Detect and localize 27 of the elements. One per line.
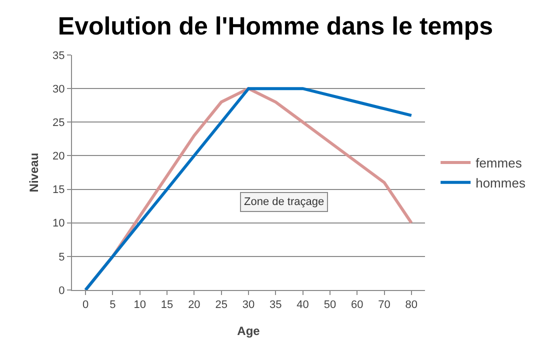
y-tick-label: 15 xyxy=(52,184,65,196)
y-tick-label: 5 xyxy=(58,251,65,264)
x-tick-label: 10 xyxy=(134,299,146,312)
y-tick-label: 10 xyxy=(52,218,65,230)
y-tick-label: 30 xyxy=(52,83,65,96)
chart-title: Evolution de l'Homme dans le temps xyxy=(58,12,494,40)
x-tick-label: 60 xyxy=(350,299,364,312)
x-axis-title: Age xyxy=(237,324,260,338)
legend-label: hommes xyxy=(476,175,526,190)
x-tick-label: 15 xyxy=(160,299,174,312)
y-tick-label: 20 xyxy=(52,150,65,163)
y-tick-label: 0 xyxy=(58,284,65,297)
y-tick-label: 25 xyxy=(52,116,65,129)
annotation: Zone de traçage xyxy=(244,196,324,208)
legend-label: femmes xyxy=(476,156,522,171)
x-tick-label: 25 xyxy=(215,299,228,312)
x-tick-label: 20 xyxy=(188,299,200,312)
x-tick-label: 70 xyxy=(378,299,390,312)
y-axis-title: Niveau xyxy=(27,152,41,192)
x-tick-label: 80 xyxy=(405,299,418,312)
x-tick-label: 35 xyxy=(270,299,282,312)
x-tick-label: 30 xyxy=(242,299,255,312)
x-tick-label: 0 xyxy=(82,299,89,312)
x-tick-label: 5 xyxy=(110,299,116,312)
x-tick-label: 50 xyxy=(324,299,336,312)
x-tick-label: 40 xyxy=(296,299,309,312)
y-tick-label: 35 xyxy=(52,50,65,62)
